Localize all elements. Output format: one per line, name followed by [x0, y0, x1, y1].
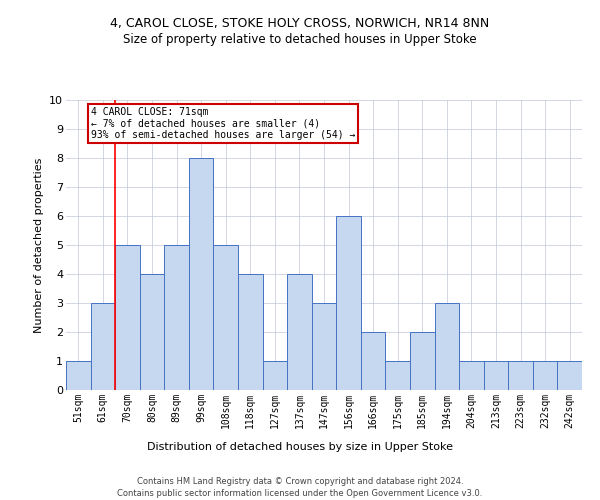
Bar	[336, 216, 361, 390]
Text: 4 CAROL CLOSE: 71sqm
← 7% of detached houses are smaller (4)
93% of semi-detache: 4 CAROL CLOSE: 71sqm ← 7% of detached ho…	[91, 108, 355, 140]
Bar	[410, 332, 434, 390]
Bar	[214, 245, 238, 390]
Text: Contains public sector information licensed under the Open Government Licence v3: Contains public sector information licen…	[118, 489, 482, 498]
Bar	[361, 332, 385, 390]
Bar	[484, 361, 508, 390]
Text: Distribution of detached houses by size in Upper Stoke: Distribution of detached houses by size …	[147, 442, 453, 452]
Bar	[508, 361, 533, 390]
Bar	[557, 361, 582, 390]
Text: Contains HM Land Registry data © Crown copyright and database right 2024.: Contains HM Land Registry data © Crown c…	[137, 478, 463, 486]
Bar	[459, 361, 484, 390]
Bar	[164, 245, 189, 390]
Text: 4, CAROL CLOSE, STOKE HOLY CROSS, NORWICH, NR14 8NN: 4, CAROL CLOSE, STOKE HOLY CROSS, NORWIC…	[110, 18, 490, 30]
Bar	[434, 303, 459, 390]
Bar	[533, 361, 557, 390]
Bar	[115, 245, 140, 390]
Bar	[263, 361, 287, 390]
Text: Size of property relative to detached houses in Upper Stoke: Size of property relative to detached ho…	[123, 32, 477, 46]
Bar	[385, 361, 410, 390]
Bar	[287, 274, 312, 390]
Bar	[66, 361, 91, 390]
Bar	[238, 274, 263, 390]
Bar	[91, 303, 115, 390]
Bar	[189, 158, 214, 390]
Bar	[312, 303, 336, 390]
Bar	[140, 274, 164, 390]
Y-axis label: Number of detached properties: Number of detached properties	[34, 158, 44, 332]
